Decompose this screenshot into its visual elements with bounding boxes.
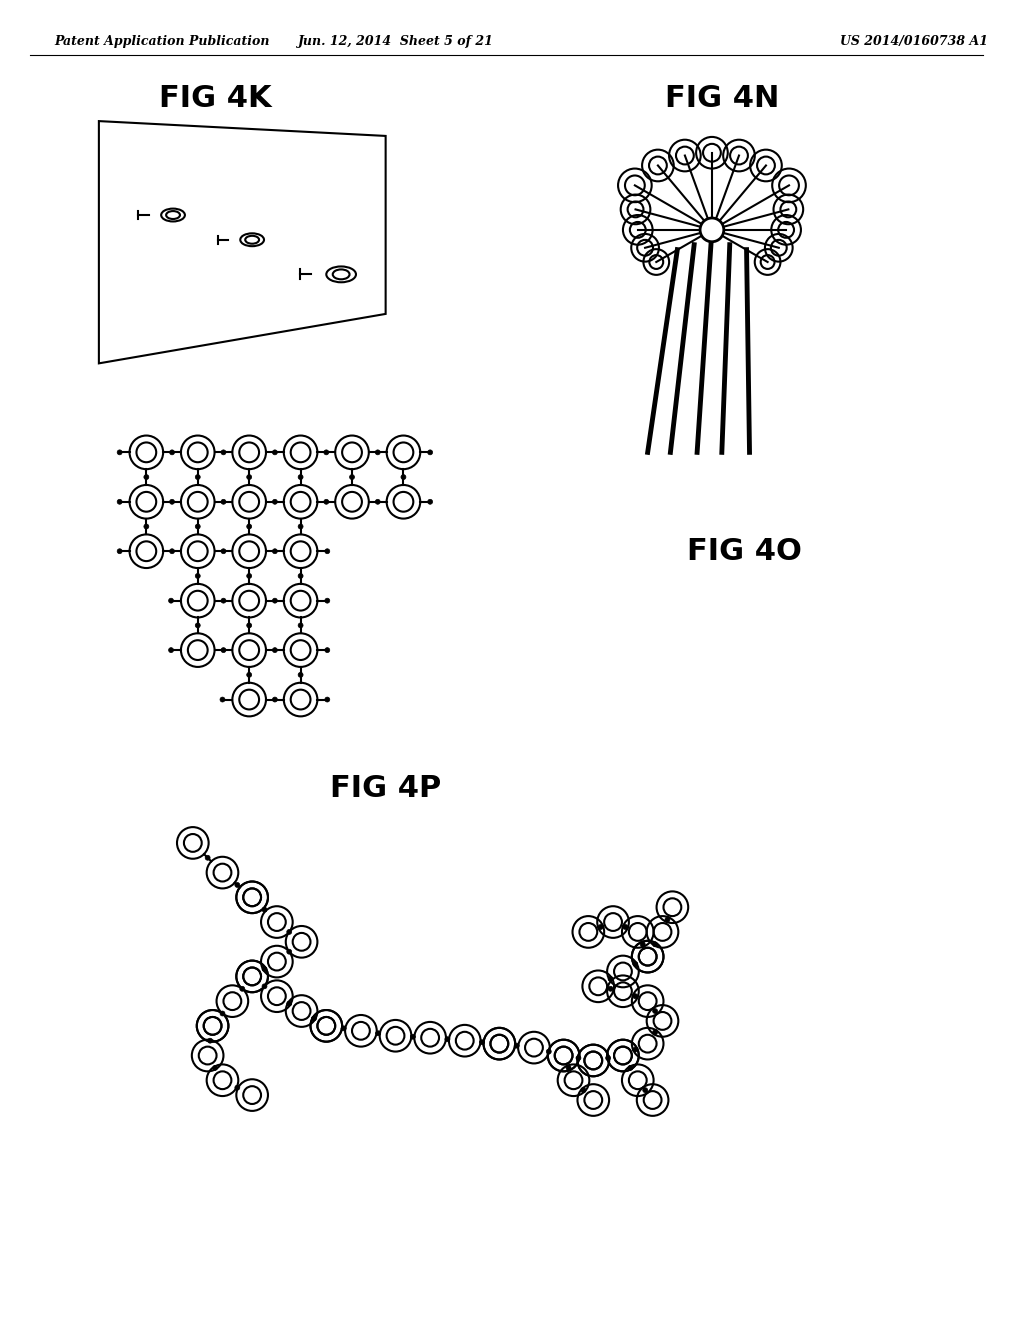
Circle shape — [566, 1065, 571, 1071]
Circle shape — [287, 929, 292, 935]
Circle shape — [652, 941, 657, 946]
Circle shape — [170, 450, 174, 455]
Circle shape — [247, 672, 252, 677]
Circle shape — [375, 450, 380, 455]
Circle shape — [196, 475, 201, 479]
Circle shape — [272, 549, 278, 553]
Circle shape — [247, 573, 252, 578]
Circle shape — [196, 524, 201, 529]
Circle shape — [324, 450, 329, 455]
Circle shape — [247, 623, 252, 628]
Circle shape — [514, 1043, 519, 1048]
Circle shape — [623, 924, 628, 929]
Circle shape — [665, 917, 670, 923]
Circle shape — [324, 499, 329, 504]
Circle shape — [608, 986, 613, 991]
Circle shape — [325, 598, 330, 603]
Circle shape — [375, 499, 380, 504]
Circle shape — [325, 697, 330, 702]
Circle shape — [575, 1056, 581, 1060]
Circle shape — [170, 549, 174, 553]
Circle shape — [117, 450, 122, 455]
Circle shape — [652, 1008, 657, 1014]
Circle shape — [581, 1088, 586, 1093]
Circle shape — [643, 1088, 647, 1093]
Circle shape — [196, 623, 201, 628]
Circle shape — [298, 623, 303, 628]
Circle shape — [633, 961, 638, 966]
Circle shape — [117, 549, 122, 553]
Circle shape — [445, 1036, 450, 1041]
Circle shape — [169, 598, 173, 603]
Circle shape — [547, 1049, 551, 1055]
Circle shape — [221, 648, 226, 652]
Circle shape — [213, 1065, 217, 1071]
Circle shape — [272, 648, 278, 652]
Circle shape — [117, 499, 122, 504]
Circle shape — [376, 1031, 381, 1036]
Circle shape — [605, 1056, 610, 1060]
Circle shape — [221, 598, 226, 603]
Circle shape — [272, 697, 278, 702]
Circle shape — [208, 1039, 213, 1043]
Circle shape — [287, 949, 292, 954]
Circle shape — [272, 598, 278, 603]
Circle shape — [169, 648, 173, 652]
Text: US 2014/0160738 A1: US 2014/0160738 A1 — [841, 36, 988, 49]
Circle shape — [325, 648, 330, 652]
Circle shape — [598, 924, 603, 929]
Circle shape — [628, 1065, 633, 1071]
Circle shape — [220, 1011, 225, 1016]
Circle shape — [287, 1001, 292, 1006]
Circle shape — [633, 1047, 638, 1052]
Circle shape — [411, 1035, 416, 1039]
Circle shape — [272, 499, 278, 504]
Circle shape — [298, 524, 303, 529]
Circle shape — [262, 966, 267, 972]
Circle shape — [234, 883, 240, 887]
Circle shape — [247, 524, 252, 529]
Text: FIG 4K: FIG 4K — [160, 84, 272, 112]
Circle shape — [700, 218, 724, 242]
Text: Jun. 12, 2014  Sheet 5 of 21: Jun. 12, 2014 Sheet 5 of 21 — [298, 36, 494, 49]
Circle shape — [221, 499, 226, 504]
Circle shape — [272, 450, 278, 455]
Circle shape — [298, 475, 303, 479]
Circle shape — [221, 450, 226, 455]
Text: FIG 4P: FIG 4P — [330, 774, 441, 803]
Circle shape — [221, 549, 226, 553]
Circle shape — [240, 986, 245, 991]
Circle shape — [608, 977, 613, 981]
Circle shape — [247, 475, 252, 479]
Circle shape — [325, 549, 330, 553]
Circle shape — [143, 524, 148, 529]
Text: FIG 4O: FIG 4O — [687, 537, 802, 566]
Circle shape — [633, 994, 638, 999]
Circle shape — [298, 672, 303, 677]
Circle shape — [428, 450, 432, 455]
Circle shape — [220, 697, 225, 702]
Circle shape — [349, 475, 354, 479]
Circle shape — [428, 499, 432, 504]
Circle shape — [234, 1085, 240, 1090]
Circle shape — [401, 475, 406, 479]
Text: Patent Application Publication: Patent Application Publication — [54, 36, 270, 49]
Circle shape — [311, 1016, 316, 1020]
Circle shape — [196, 573, 201, 578]
Text: FIG 4N: FIG 4N — [665, 84, 779, 112]
Circle shape — [205, 855, 210, 861]
Circle shape — [170, 499, 174, 504]
Circle shape — [262, 907, 267, 912]
Circle shape — [652, 1030, 657, 1035]
Circle shape — [479, 1040, 484, 1044]
Circle shape — [262, 983, 267, 989]
Circle shape — [298, 573, 303, 578]
Circle shape — [143, 475, 148, 479]
Circle shape — [341, 1026, 346, 1031]
Circle shape — [640, 941, 645, 946]
